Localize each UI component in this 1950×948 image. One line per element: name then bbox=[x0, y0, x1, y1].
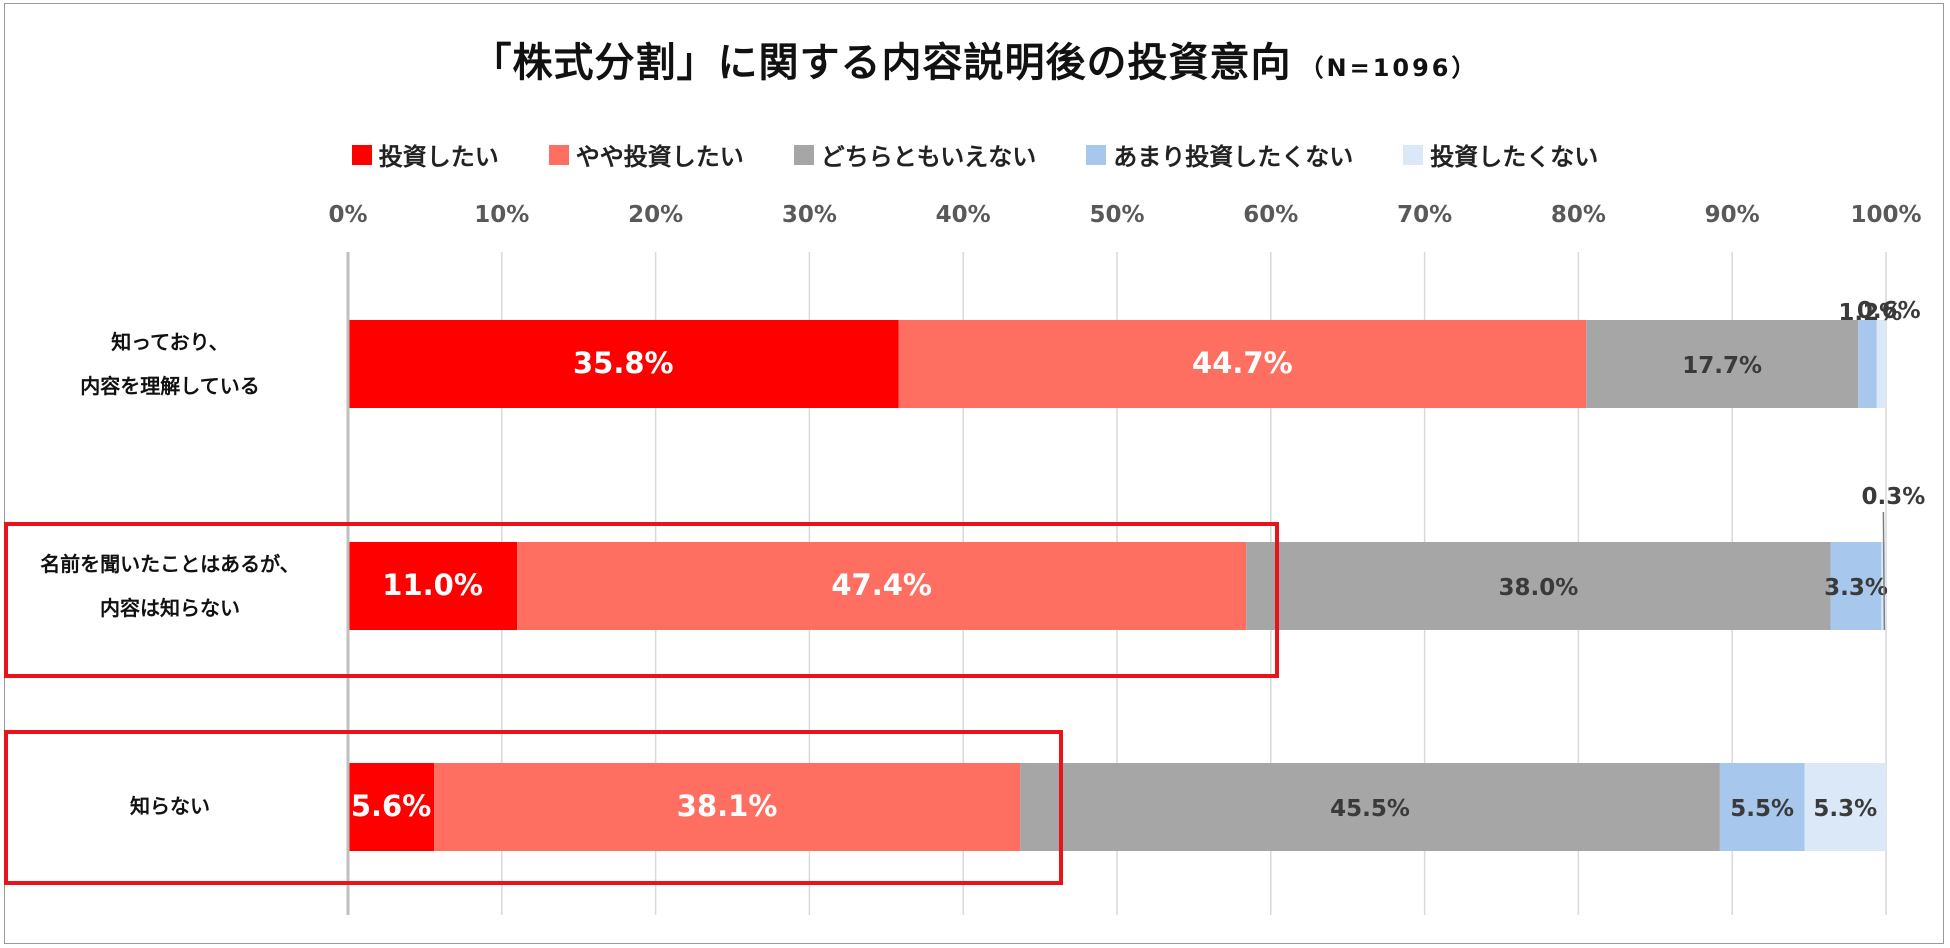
category-label: 知っており、内容を理解している bbox=[0, 320, 340, 408]
x-tick-label: 10% bbox=[474, 202, 529, 228]
bar-segment bbox=[1246, 542, 1831, 630]
bar-segment bbox=[348, 542, 518, 630]
data-label: 3.3% bbox=[1824, 575, 1888, 601]
data-label: 47.4% bbox=[831, 568, 932, 602]
data-label: 35.8% bbox=[573, 346, 674, 380]
category-label-line: 知っており、 bbox=[111, 330, 229, 354]
legend-swatch bbox=[1403, 144, 1424, 165]
leader-line bbox=[1882, 511, 1886, 631]
category-label-line: 名前を聞いたことはあるが、 bbox=[40, 552, 300, 576]
bar-segment bbox=[1830, 542, 1882, 630]
bar-segment bbox=[1858, 320, 1877, 408]
data-label: 0.6% bbox=[1857, 298, 1921, 324]
bar-segment bbox=[1719, 763, 1805, 851]
highlight-box bbox=[4, 730, 1063, 885]
category-label: 知らない bbox=[0, 784, 340, 828]
x-tick-label: 40% bbox=[936, 202, 991, 228]
chart-legend: 投資したい やや投資したい どちらともいえない あまり投資したくない 投資したくない bbox=[0, 137, 1950, 172]
x-tick-label: 50% bbox=[1089, 202, 1144, 228]
bar-segment bbox=[348, 763, 435, 851]
category-label-line: 内容は知らない bbox=[100, 596, 240, 620]
chart-title-main: 「株式分割」に関する内容説明後の投資意向 bbox=[471, 40, 1292, 86]
x-tick-label: 0% bbox=[328, 202, 367, 228]
legend-swatch bbox=[548, 144, 569, 165]
bar-segment bbox=[1586, 320, 1859, 408]
legend-item: 投資したくない bbox=[1403, 137, 1598, 172]
data-label: 5.3% bbox=[1813, 796, 1877, 822]
data-label: 1.2% bbox=[1838, 300, 1902, 326]
data-label: 5.6% bbox=[351, 789, 431, 823]
bar-segment bbox=[348, 320, 899, 408]
legend-item: どちらともいえない bbox=[793, 137, 1037, 172]
bar-segment bbox=[1804, 763, 1886, 851]
legend-item: あまり投資したくない bbox=[1086, 137, 1353, 172]
category-label-line: 内容を理解している bbox=[80, 374, 260, 398]
bar-segment bbox=[434, 763, 1021, 851]
category-label-line: 知らない bbox=[130, 794, 210, 818]
legend-label: どちらともいえない bbox=[820, 143, 1037, 171]
category-label: 名前を聞いたことはあるが、 内容は知らない bbox=[0, 542, 340, 630]
data-label: 0.3% bbox=[1861, 484, 1925, 510]
data-label: 5.5% bbox=[1730, 796, 1794, 822]
x-tick-label: 80% bbox=[1551, 202, 1606, 228]
chart-title: 「株式分割」に関する内容説明後の投資意向 （N=1096） bbox=[0, 30, 1950, 88]
data-label: 38.0% bbox=[1499, 575, 1579, 601]
x-tick-label: 100% bbox=[1850, 202, 1921, 228]
legend-swatch bbox=[1086, 144, 1107, 165]
bar-segment bbox=[1876, 320, 1886, 408]
bar-segment bbox=[1020, 763, 1720, 851]
x-tick-label: 20% bbox=[628, 202, 683, 228]
highlight-box bbox=[4, 522, 1279, 678]
legend-label: 投資したい bbox=[378, 143, 499, 171]
data-label: 44.7% bbox=[1192, 346, 1293, 380]
bar-segment bbox=[517, 542, 1247, 630]
legend-swatch bbox=[351, 144, 372, 165]
legend-swatch bbox=[793, 144, 814, 165]
legend-item: やや投資したい bbox=[548, 137, 744, 172]
legend-item: 投資したい bbox=[351, 137, 499, 172]
x-tick-label: 90% bbox=[1705, 202, 1760, 228]
legend-label: あまり投資したくない bbox=[1113, 143, 1354, 171]
data-label: 45.5% bbox=[1330, 796, 1410, 822]
x-tick-label: 70% bbox=[1397, 202, 1452, 228]
legend-label: やや投資したい bbox=[575, 143, 744, 171]
data-label: 11.0% bbox=[382, 568, 483, 602]
legend-label: 投資したくない bbox=[1430, 143, 1599, 171]
x-tick-label: 30% bbox=[782, 202, 837, 228]
chart-frame bbox=[4, 3, 1944, 944]
bar-segment bbox=[898, 320, 1587, 408]
data-label: 38.1% bbox=[677, 789, 778, 823]
chart-sample-size: （N=1096） bbox=[1299, 54, 1479, 82]
data-label: 17.7% bbox=[1682, 353, 1762, 379]
x-tick-label: 60% bbox=[1243, 202, 1298, 228]
